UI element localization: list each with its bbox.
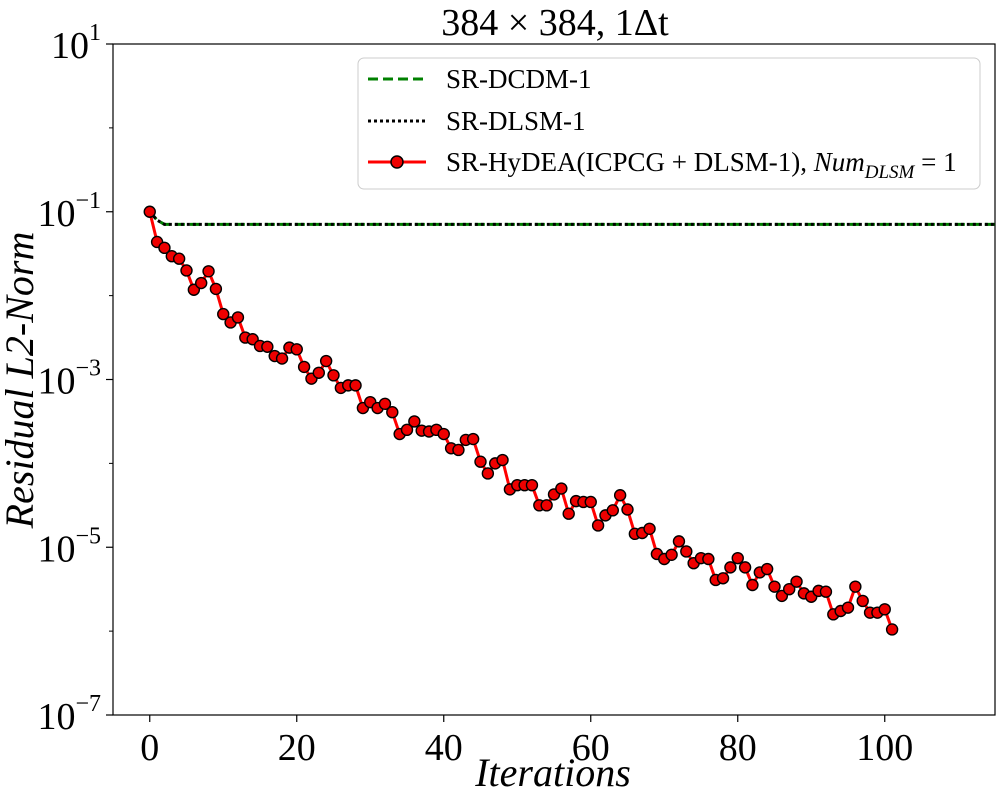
legend-marker-hydea	[390, 155, 404, 169]
data-point	[275, 352, 289, 365]
data-point	[319, 354, 333, 368]
data-point	[194, 276, 208, 290]
data-point	[496, 453, 509, 467]
legend-label-dlsm: SR-DLSM-1	[446, 106, 586, 136]
data-point	[885, 623, 899, 636]
y-axis-ticks: 101 10−1 10−3 10−5 10−7	[37, 20, 113, 738]
data-point	[474, 455, 487, 468]
data-point	[231, 311, 245, 324]
data-point	[297, 360, 311, 374]
x-tick-label: 20	[278, 727, 316, 769]
data-point	[672, 535, 686, 548]
data-point	[760, 562, 774, 576]
legend-label-dcdm: SR-DCDM-1	[446, 64, 592, 94]
x-axis-label: Iterations	[474, 750, 631, 795]
data-point	[790, 575, 803, 588]
data-point	[621, 503, 634, 516]
data-point	[724, 561, 737, 574]
data-point	[680, 545, 693, 558]
data-point	[378, 397, 392, 411]
data-point	[217, 307, 230, 321]
data-point	[481, 467, 495, 480]
data-point	[591, 519, 605, 532]
data-point	[606, 504, 619, 517]
y-tick-label: 101	[51, 20, 101, 67]
data-point	[783, 582, 796, 596]
series-layer	[143, 205, 995, 636]
x-axis-ticks: 0 20 40 60 80 100	[140, 715, 913, 769]
data-point	[702, 552, 715, 566]
data-point	[613, 489, 627, 502]
series-line-1	[148, 210, 995, 226]
data-point	[643, 522, 656, 535]
data-point	[878, 603, 891, 616]
y-tick-label: 10−7	[37, 691, 101, 738]
data-point	[555, 482, 568, 495]
data-point	[180, 264, 193, 277]
chart-title: 384 × 384, 1Δt	[441, 2, 669, 44]
data-point	[143, 205, 156, 218]
y-axis-label: Residual L2-Norm	[0, 232, 42, 530]
data-point	[768, 580, 781, 593]
x-tick-label: 80	[719, 727, 757, 769]
y-tick-label: 10−3	[37, 356, 101, 403]
data-point	[452, 443, 465, 457]
x-tick-label: 100	[856, 727, 913, 769]
data-point	[525, 478, 539, 492]
data-point	[437, 427, 450, 441]
data-point	[540, 499, 553, 512]
data-point	[386, 406, 399, 419]
data-point	[349, 379, 362, 392]
data-point	[466, 432, 480, 446]
data-point	[408, 415, 421, 428]
legend-box	[357, 57, 981, 190]
x-tick-label: 60	[572, 727, 610, 769]
data-point	[665, 548, 678, 561]
data-point	[327, 369, 340, 382]
data-point	[584, 495, 597, 509]
data-point	[856, 594, 869, 608]
data-point	[400, 423, 414, 437]
data-point	[731, 551, 744, 565]
data-point	[290, 343, 303, 356]
data-point	[746, 578, 759, 592]
data-point	[849, 580, 862, 593]
data-point	[202, 265, 215, 278]
data-point	[738, 561, 752, 574]
legend-label-hydea: SR-HyDEA(ICPCG + DLSM-1), NumDLSM = 1	[446, 147, 957, 183]
data-point	[562, 507, 575, 520]
x-tick-label: 0	[140, 727, 159, 769]
x-tick-label: 40	[425, 727, 463, 769]
y-tick-label: 10−1	[37, 188, 101, 235]
data-point	[209, 282, 223, 296]
y-tick-label: 10−5	[37, 523, 101, 570]
data-point	[819, 585, 833, 598]
data-point	[172, 252, 186, 265]
data-point	[716, 572, 730, 585]
legend: SR-DCDM-1 SR-DLSM-1 SR-HyDEA(ICPCG + DLS…	[357, 57, 981, 190]
data-point	[841, 601, 855, 614]
data-point	[261, 340, 274, 353]
data-point	[312, 366, 325, 379]
data-point	[158, 241, 171, 255]
